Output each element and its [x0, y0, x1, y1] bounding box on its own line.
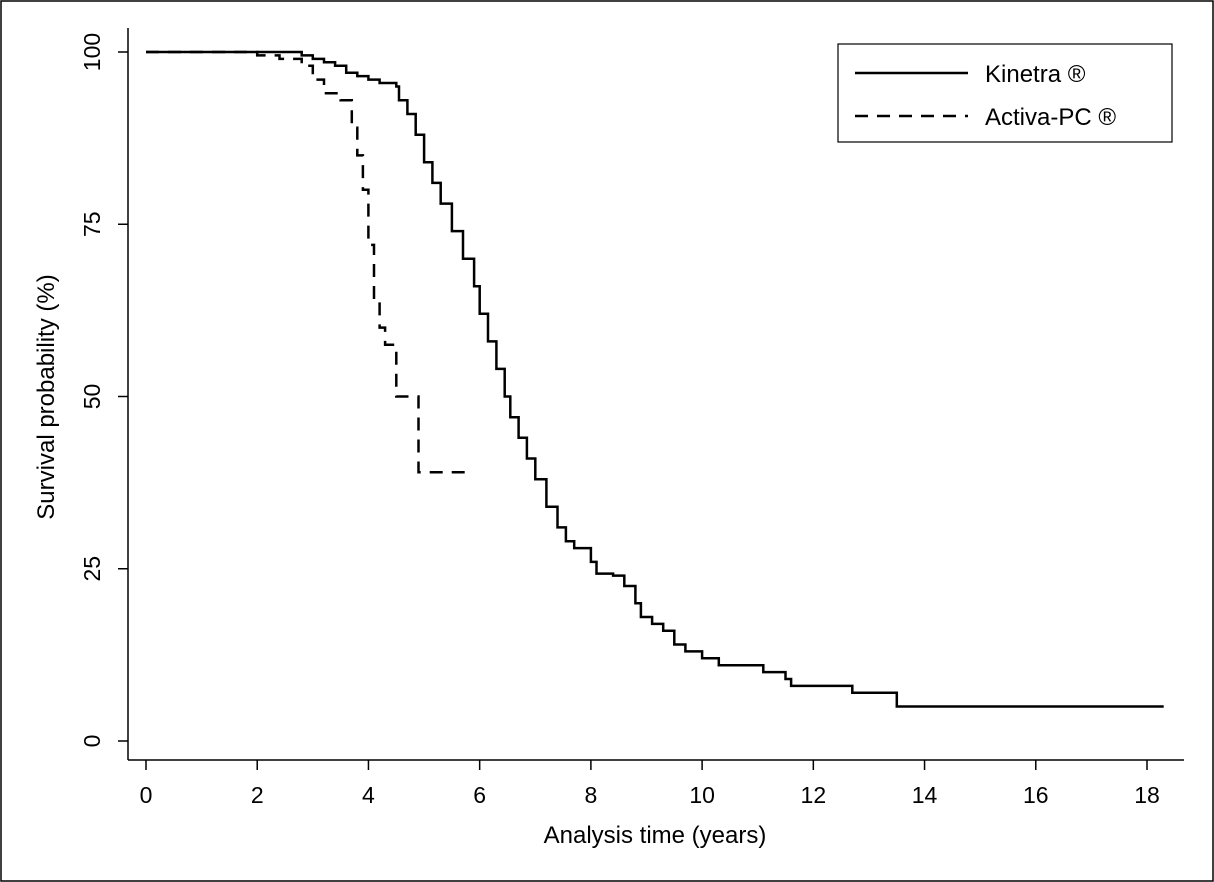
x-axis-title: Analysis time (years)	[544, 822, 767, 849]
series-line-kinetra	[146, 50, 1164, 708]
y-tick-label: 25	[79, 556, 105, 582]
x-tick-label: 16	[1023, 782, 1049, 808]
legend-label-activa: Activa-PC ®	[985, 104, 1116, 131]
x-tick-label: 14	[912, 782, 938, 808]
legend: Kinetra ® Activa-PC ®	[837, 43, 1173, 143]
x-tick-label: 8	[584, 782, 597, 808]
x-ticks: 0 2 4 6 8 10 12 14 16 18	[140, 760, 1160, 808]
y-tick-label: 0	[79, 735, 105, 748]
legend-box	[837, 43, 1173, 143]
x-tick-label: 2	[251, 782, 264, 808]
y-tick-label: 100	[79, 33, 105, 71]
y-tick-label: 50	[79, 384, 105, 410]
x-tick-label: 12	[801, 782, 827, 808]
y-tick-label: 75	[79, 211, 105, 237]
y-ticks: 0 25 50 75 100	[79, 33, 128, 748]
x-tick-label: 0	[140, 782, 153, 808]
legend-label-kinetra: Kinetra ®	[985, 61, 1086, 88]
x-tick-label: 18	[1134, 782, 1160, 808]
axes	[127, 28, 1184, 761]
series-layer	[146, 50, 1164, 708]
series-line-activa-pc	[146, 50, 469, 474]
x-tick-label: 6	[473, 782, 486, 808]
y-axis-title: Survival probability (%)	[33, 274, 60, 519]
x-tick-label: 4	[362, 782, 375, 808]
x-tick-label: 10	[689, 782, 715, 808]
